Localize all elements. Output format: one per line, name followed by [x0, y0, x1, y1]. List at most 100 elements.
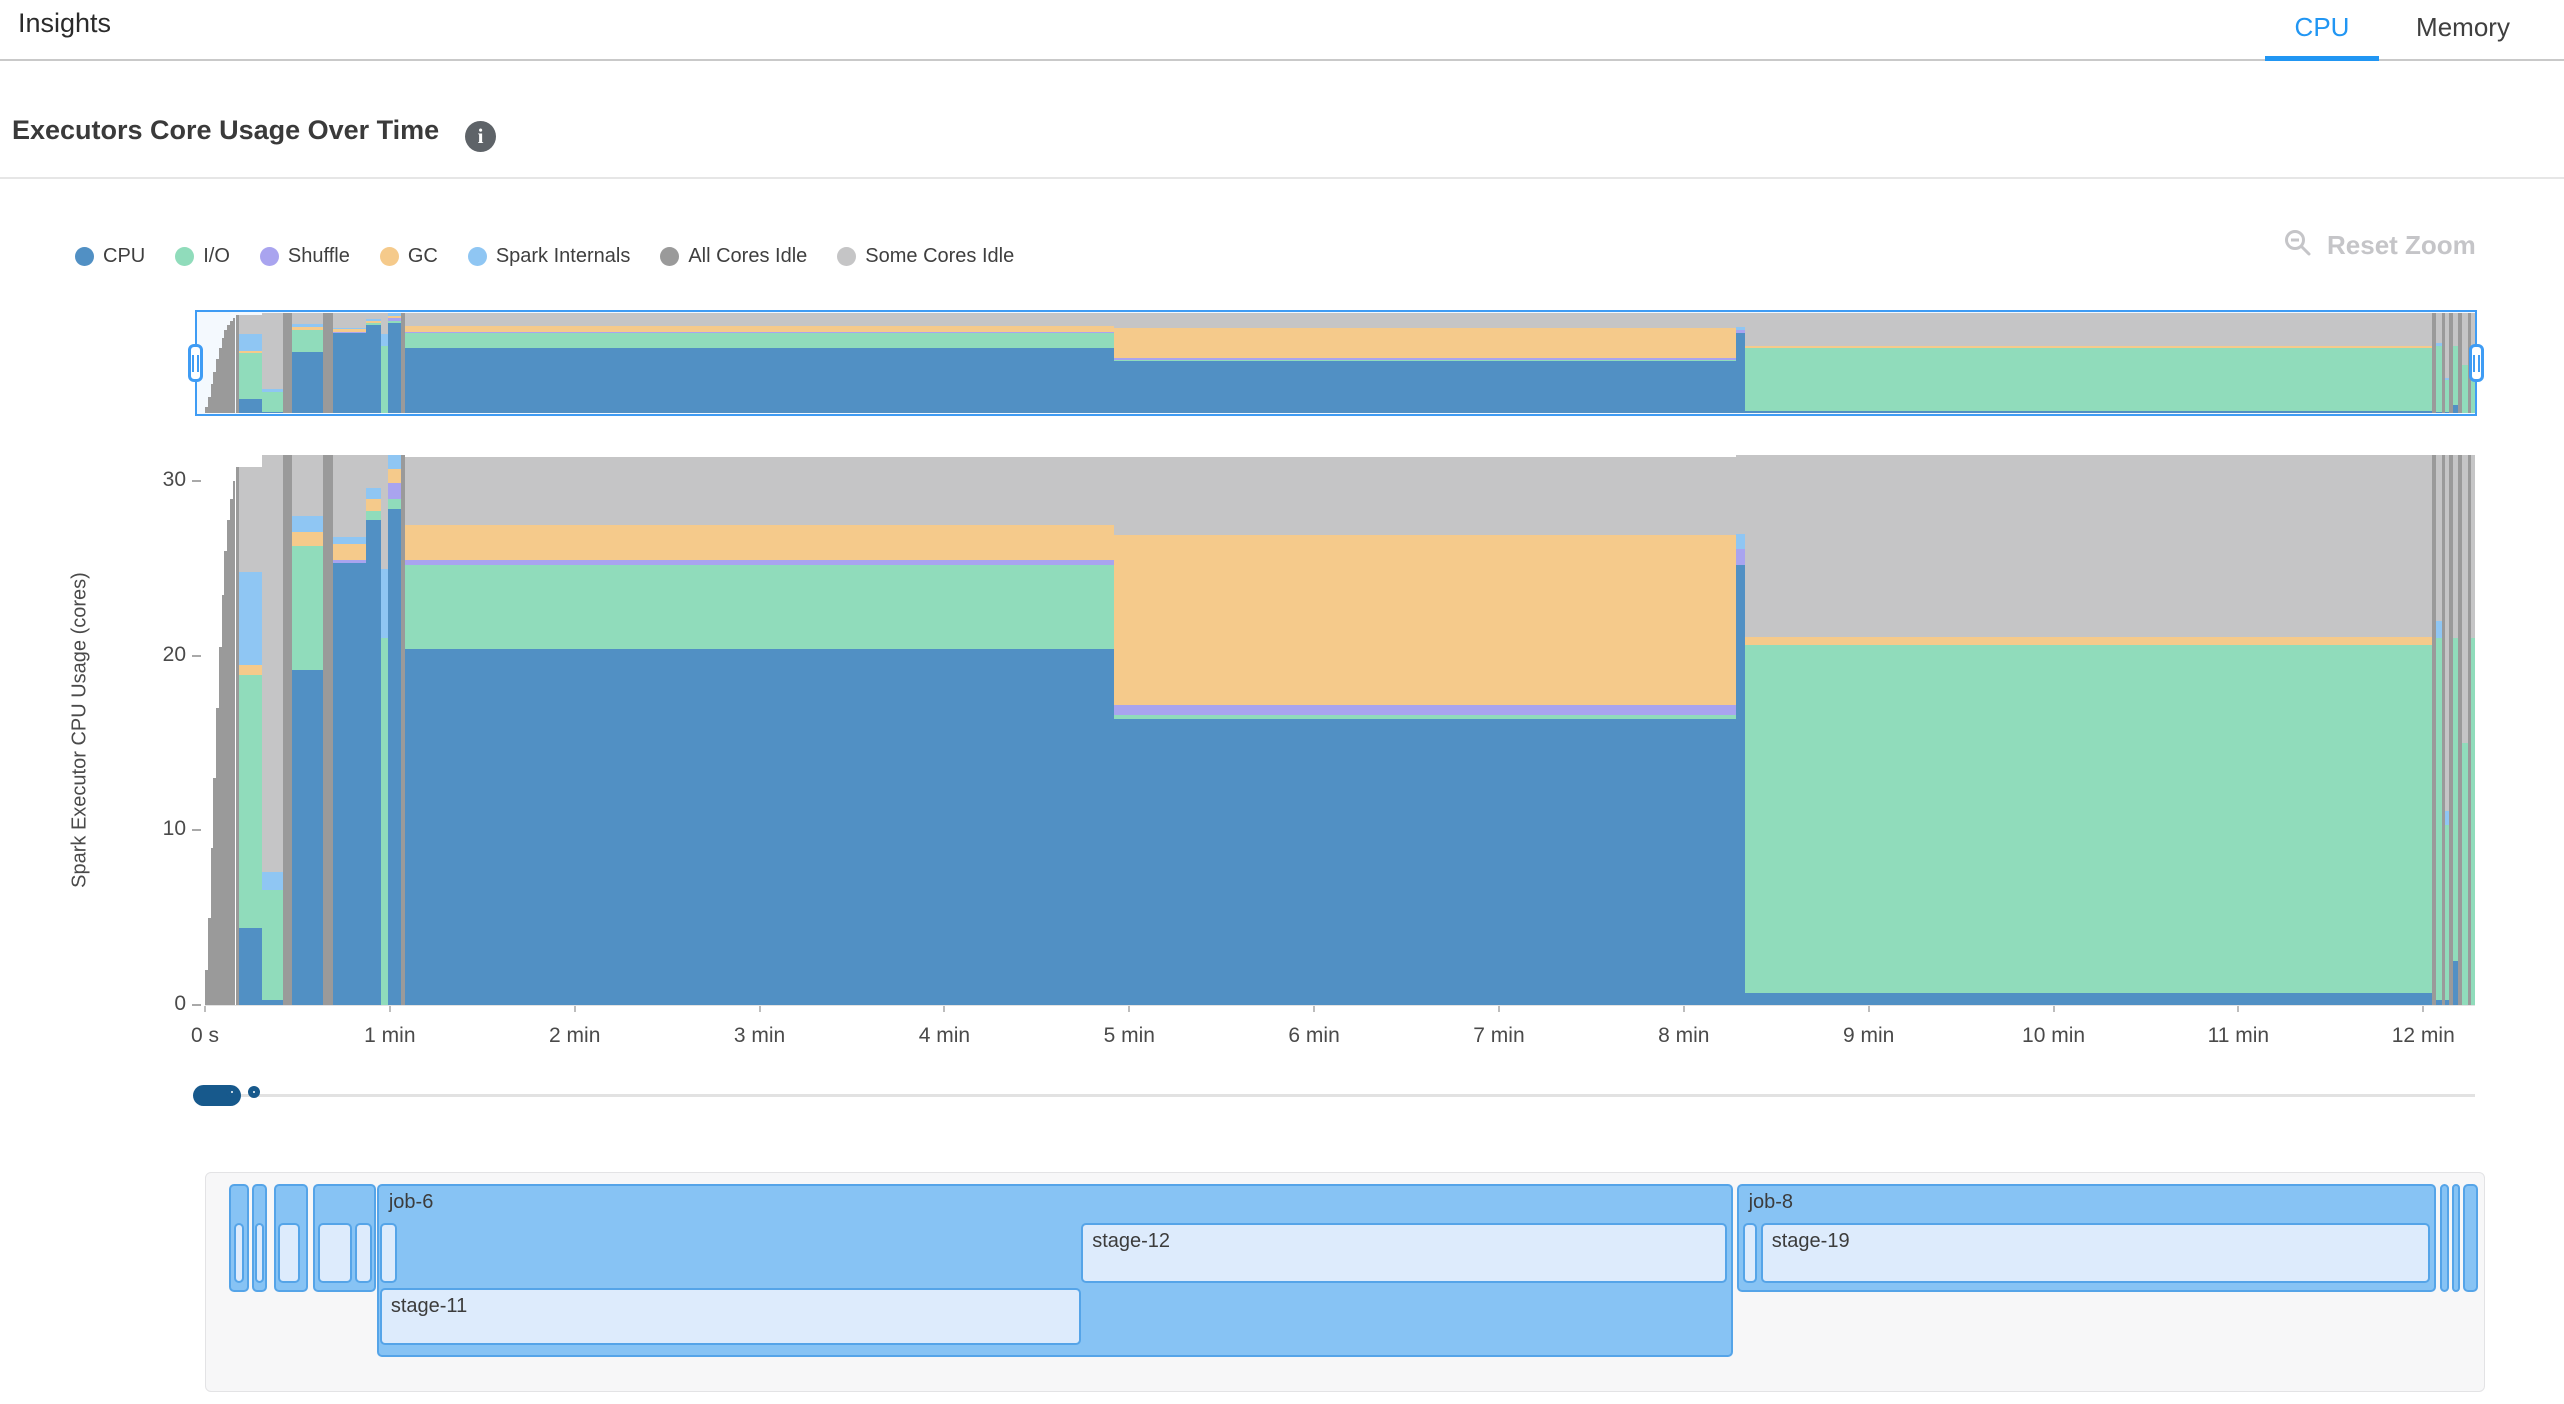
chart-segment: [2436, 313, 2442, 413]
segment-layer-io: [239, 675, 263, 929]
chart-segment: [404, 313, 1115, 413]
segment-layer-all_idle: [232, 317, 236, 413]
segment-layer-some_idle: [239, 315, 263, 335]
segment-layer-shuffle: [332, 559, 366, 564]
chart-segment: [388, 455, 401, 1005]
segment-layer-cpu: [404, 348, 1115, 413]
x-tick-mark: [388, 1006, 391, 1012]
x-tick-mark: [1497, 1006, 1500, 1012]
segment-layer-some_idle: [291, 313, 324, 325]
segment-layer-shuffle: [1735, 330, 1745, 333]
chart-segment: [232, 313, 236, 413]
gantt-stage-stage-12[interactable]: stage-12: [1081, 1223, 1727, 1283]
x-tick-mark: [204, 1006, 206, 1012]
gantt-job[interactable]: [2452, 1184, 2461, 1292]
segment-layer-cpu: [1744, 410, 2433, 413]
gantt-job[interactable]: [2440, 1184, 2450, 1292]
segment-layer-all_idle: [2449, 455, 2453, 1005]
chart-segment: [2458, 313, 2463, 413]
chart-segment: [1114, 313, 1736, 413]
legend-item-io[interactable]: I/O: [175, 245, 230, 268]
info-icon[interactable]: i: [465, 121, 496, 152]
segment-layer-spark: [380, 333, 388, 347]
chart-segment: [1114, 455, 1736, 1005]
overview-brush-chart[interactable]: [188, 310, 2484, 416]
legend-label: Some Cores Idle: [865, 245, 1015, 267]
chart-segment: [2449, 455, 2453, 1005]
chart-segment: [239, 313, 263, 413]
segment-layer-all_idle: [221, 338, 225, 413]
segment-layer-all_idle: [207, 397, 211, 413]
chart-segment: [262, 455, 283, 1005]
time-slider-track[interactable]: [195, 1094, 2475, 1097]
x-tick-label: 3 min: [733, 1024, 786, 1047]
y-tick-label: 10: [162, 817, 186, 841]
segment-layer-some_idle: [2462, 455, 2468, 744]
chart-segment: [332, 455, 366, 1005]
segment-layer-io: [262, 889, 283, 1000]
chart-segment: [210, 455, 214, 1005]
chart-segment: [218, 455, 222, 1005]
reset-zoom-button[interactable]: Reset Zoom: [2283, 228, 2476, 263]
chart-segment: [2462, 455, 2468, 1005]
gantt-stage-label: stage-19: [1771, 1230, 1850, 1252]
tab-cpu[interactable]: CPU: [2294, 12, 2350, 42]
segment-layer-all_idle: [227, 519, 230, 1005]
segment-layer-cpu: [1735, 565, 1745, 1005]
segment-layer-all_idle: [2458, 313, 2463, 413]
legend-item-all_idle[interactable]: All Cores Idle: [660, 245, 807, 268]
gantt-stage[interactable]: [379, 1223, 397, 1283]
main-area-chart[interactable]: [205, 455, 2475, 1005]
segment-layer-cpu: [1114, 718, 1736, 1005]
segment-layer-all_idle: [210, 384, 214, 413]
legend-dot-gc: [379, 247, 399, 266]
gantt-stage-stage-19[interactable]: stage-19: [1760, 1223, 2431, 1283]
gantt-stage[interactable]: [277, 1223, 300, 1283]
segment-layer-some_idle: [1114, 456, 1736, 536]
segment-layer-all_idle: [2432, 313, 2437, 413]
segment-layer-some_idle: [2471, 455, 2475, 639]
chart-segment: [229, 455, 233, 1005]
legend-item-spark[interactable]: Spark Internals: [467, 245, 630, 268]
segment-layer-cpu: [2445, 999, 2450, 1005]
active-tab-underline: [2265, 56, 2379, 61]
x-tick-mark: [573, 1006, 576, 1012]
gantt-stage-stage-11[interactable]: stage-11: [379, 1288, 1082, 1345]
tab-memory[interactable]: Memory: [2416, 12, 2510, 42]
legend-item-cpu[interactable]: CPU: [75, 245, 145, 268]
x-tick-mark: [2422, 1006, 2425, 1012]
segment-layer-cpu: [239, 928, 263, 1005]
segment-layer-some_idle: [1735, 455, 1745, 534]
chart-segment: [2471, 455, 2475, 1005]
segment-layer-all_idle: [2432, 455, 2437, 1005]
chart-segment: [380, 313, 388, 413]
gantt-stage[interactable]: [354, 1223, 372, 1283]
gantt-stage[interactable]: [254, 1223, 264, 1283]
segment-layer-some_idle: [404, 313, 1115, 326]
gantt-stage[interactable]: [317, 1223, 352, 1283]
brush-grip: [2473, 354, 2480, 372]
brush-grip: [192, 354, 199, 372]
segment-layer-spark: [1735, 327, 1745, 331]
slider-handle-right[interactable]: [248, 1086, 261, 1098]
gantt-stage[interactable]: [233, 1223, 244, 1283]
legend-item-some_idle[interactable]: Some Cores Idle: [837, 245, 1014, 268]
segment-layer-all_idle: [2441, 455, 2446, 1005]
legend-item-shuffle[interactable]: Shuffle: [259, 245, 350, 268]
segment-layer-gc: [291, 326, 324, 330]
legend-item-gc[interactable]: GC: [379, 245, 438, 268]
slider-handle-left[interactable]: [225, 1086, 238, 1098]
gantt-job[interactable]: [2463, 1184, 2479, 1292]
segment-layer-spark: [291, 324, 324, 327]
segment-layer-some_idle: [2471, 313, 2475, 347]
chart-segment: [2452, 455, 2459, 1005]
chart-segment: [210, 313, 214, 413]
brush-handle-right[interactable]: [2469, 344, 2484, 382]
segment-layer-io: [404, 333, 1115, 349]
brush-handle-left[interactable]: [188, 344, 203, 382]
chart-segment: [2452, 313, 2459, 413]
segment-layer-gc: [365, 320, 381, 324]
legend-dot-spark: [467, 247, 487, 266]
segment-layer-io: [2471, 638, 2475, 1005]
gantt-stage[interactable]: [1742, 1223, 1757, 1283]
